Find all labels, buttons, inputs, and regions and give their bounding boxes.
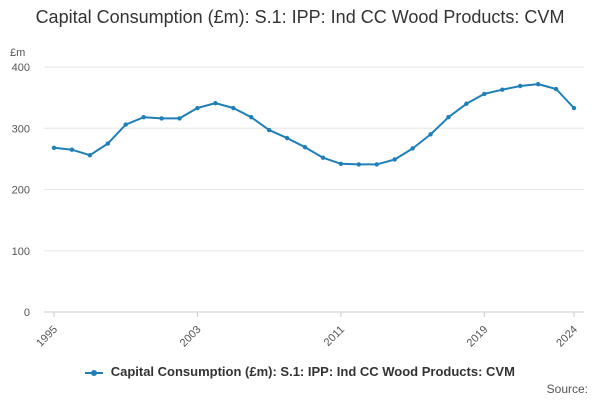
data-point (195, 105, 200, 111)
data-point (571, 105, 577, 111)
legend-line-marker-icon (85, 369, 104, 376)
data-point (428, 132, 433, 137)
data-point (320, 155, 326, 160)
data-point (249, 115, 254, 120)
data-point (446, 115, 451, 120)
data-point (535, 81, 541, 87)
data-point (482, 91, 487, 97)
y-tick-label: 0 (24, 307, 30, 319)
data-point (500, 87, 505, 92)
data-point (392, 157, 397, 162)
data-point (302, 145, 308, 150)
data-point (338, 161, 344, 166)
data-point (141, 115, 146, 120)
data-point (177, 116, 182, 121)
axes: 0 100 200 300 400 1995 2003 2011 2019 2024 (12, 62, 584, 349)
data-point (518, 83, 523, 89)
y-axis-unit-label: £m (10, 47, 25, 59)
data-point (87, 153, 93, 158)
source-label: Source: (546, 382, 588, 396)
gridlines (44, 66, 584, 313)
x-tick-label: 2024 (554, 324, 580, 350)
x-tick-label: 2003 (178, 324, 204, 350)
x-tick-label: 1995 (34, 324, 60, 350)
data-point (266, 127, 272, 133)
x-tick-label: 2011 (322, 324, 347, 349)
data-point (123, 122, 128, 127)
data-point (51, 145, 57, 151)
data-point (374, 162, 379, 167)
data-point (553, 86, 559, 92)
series-line (53, 83, 575, 166)
data-point (464, 101, 469, 106)
data-point (284, 135, 290, 141)
data-point (356, 162, 362, 167)
data-point (231, 105, 236, 111)
y-tick-label: 100 (12, 246, 30, 258)
data-point (213, 100, 218, 106)
y-tick-label: 400 (12, 62, 30, 74)
data-point (105, 141, 110, 146)
y-tick-label: 300 (12, 123, 30, 135)
data-point (410, 146, 415, 151)
x-tick-label: 2019 (465, 324, 491, 350)
data-points (51, 81, 577, 167)
y-tick-label: 200 (12, 185, 30, 197)
chart-title: Capital Consumption (£m): S.1: IPP: Ind … (35, 7, 565, 27)
legend-label: Capital Consumption (£m): S.1: IPP: Ind … (110, 364, 515, 379)
data-point (159, 116, 164, 121)
data-point (69, 147, 75, 152)
series-layer (53, 83, 575, 166)
legend[interactable]: Capital Consumption (£m): S.1: IPP: Ind … (0, 364, 600, 379)
